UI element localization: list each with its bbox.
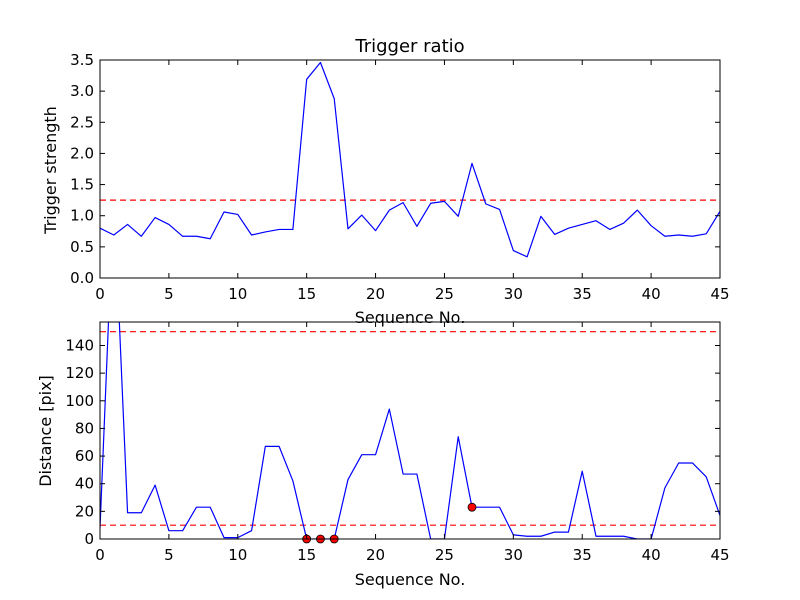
y-tick-label: 3.5 <box>70 51 94 69</box>
x-tick-label: 25 <box>435 546 454 564</box>
x-tick-label: 5 <box>164 546 174 564</box>
y-tick-label: 80 <box>75 419 94 437</box>
y-tick-label: 0.0 <box>70 269 94 287</box>
y-tick-label: 40 <box>75 475 94 493</box>
x-tick-label: 40 <box>642 546 661 564</box>
x-tick-label: 5 <box>164 285 174 303</box>
x-tick-label: 30 <box>504 285 523 303</box>
x-tick-label: 40 <box>642 285 661 303</box>
axes-frame <box>99 59 721 279</box>
x-tick-label: 20 <box>366 285 385 303</box>
x-tick-label: 35 <box>573 546 592 564</box>
chart-title: Trigger ratio <box>354 36 464 57</box>
x-tick-label: 35 <box>573 285 592 303</box>
x-tick-label: 30 <box>504 546 523 564</box>
x-tick-label: 10 <box>228 546 247 564</box>
x-tick-label: 0 <box>95 285 105 303</box>
y-tick-label: 1.5 <box>70 176 94 194</box>
y-axis-label: Trigger strength <box>41 106 60 235</box>
x-tick-label: 45 <box>710 285 729 303</box>
x-tick-label: 25 <box>435 285 454 303</box>
x-tick-label: 0 <box>95 546 105 564</box>
plot-area <box>100 322 720 539</box>
y-tick-label: 3.0 <box>70 82 94 100</box>
axes-frame <box>99 321 721 540</box>
y-tick-label: 1.0 <box>70 207 94 225</box>
plot-area <box>100 61 720 258</box>
data-marker <box>467 502 477 512</box>
x-tick-label: 15 <box>297 546 316 564</box>
x-axis-label: Sequence No. <box>355 308 466 327</box>
trigger-ratio-panel: Trigger ratio Sequence No. Trigger stren… <box>41 36 730 327</box>
y-tick-label: 120 <box>65 364 94 382</box>
series-line <box>100 322 720 539</box>
x-tick-label: 45 <box>710 546 729 564</box>
y-tick-label: 0.5 <box>70 238 94 256</box>
y-tick-label: 2.5 <box>70 113 94 131</box>
series-line <box>100 61 720 258</box>
y-tick-label: 2.0 <box>70 144 94 162</box>
x-tick-label: 15 <box>297 285 316 303</box>
y-tick-label: 0 <box>84 530 94 548</box>
x-tick-label: 20 <box>366 546 385 564</box>
distance-panel: Sequence No. Distance [pix] 0 5 10 15 20 25 30… <box>36 321 730 589</box>
x-tick-label: 10 <box>228 285 247 303</box>
y-tick-label: 20 <box>75 502 94 520</box>
y-axis-label: Distance [pix] <box>36 375 55 487</box>
y-tick-label: 100 <box>65 392 94 410</box>
y-tick-label: 140 <box>65 336 94 354</box>
y-tick-label: 60 <box>75 447 94 465</box>
x-axis-label: Sequence No. <box>355 570 466 589</box>
